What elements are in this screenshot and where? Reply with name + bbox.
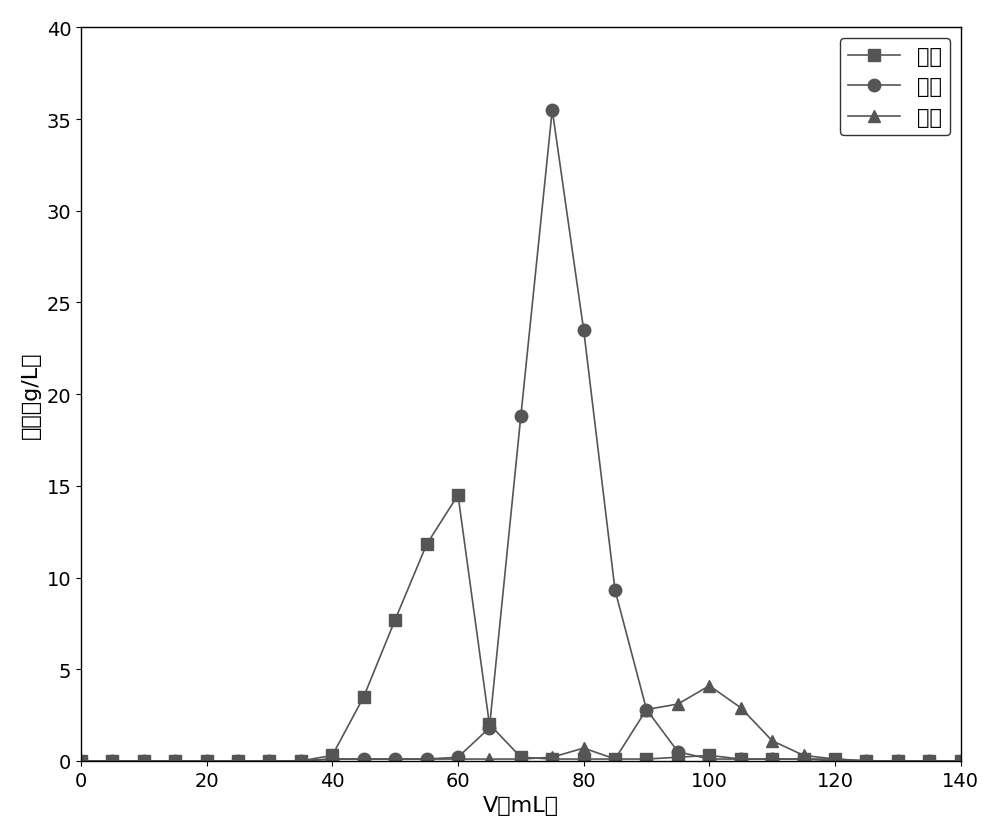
乙酸	[515, 754, 527, 764]
硬酸	[389, 615, 401, 625]
木糖	[452, 752, 464, 762]
木糖	[483, 723, 495, 733]
乙酸	[892, 756, 904, 766]
乙酸	[672, 699, 684, 709]
木糖	[798, 754, 810, 764]
乙酸	[860, 756, 872, 766]
硬酸	[201, 756, 213, 766]
乙酸	[358, 754, 370, 764]
硬酸	[672, 752, 684, 762]
乙酸	[295, 756, 307, 766]
硬酸	[169, 756, 181, 766]
硬酸	[295, 756, 307, 766]
乙酸	[75, 756, 87, 766]
Line: 乙酸: 乙酸	[75, 681, 966, 767]
乙酸	[798, 751, 810, 761]
硬酸	[326, 751, 338, 761]
木糖	[75, 756, 87, 766]
木糖	[138, 756, 150, 766]
乙酸	[452, 754, 464, 764]
乙酸	[609, 754, 621, 764]
硬酸	[546, 754, 558, 764]
木糖	[169, 756, 181, 766]
乙酸	[829, 754, 841, 764]
木糖	[640, 705, 652, 715]
木糖	[358, 754, 370, 764]
硬酸	[860, 756, 872, 766]
木糖	[421, 754, 433, 764]
乙酸	[326, 754, 338, 764]
硬酸	[923, 756, 935, 766]
木糖	[515, 411, 527, 421]
Line: 硬酸: 硬酸	[75, 490, 966, 767]
硬酸	[640, 754, 652, 764]
硬酸	[358, 692, 370, 702]
木糖	[263, 756, 275, 766]
硬酸	[106, 756, 118, 766]
木糖	[201, 756, 213, 766]
硬酸	[892, 756, 904, 766]
硬酸	[578, 754, 590, 764]
木糖	[923, 756, 935, 766]
木糖	[546, 105, 558, 115]
乙酸	[483, 754, 495, 764]
硬酸	[263, 756, 275, 766]
木糖	[295, 756, 307, 766]
硬酸	[798, 754, 810, 764]
Y-axis label: 浓度（g/L）: 浓度（g/L）	[21, 351, 41, 438]
乙酸	[389, 754, 401, 764]
木糖	[326, 754, 338, 764]
Legend: 硬酸, 木糖, 乙酸: 硬酸, 木糖, 乙酸	[840, 38, 950, 136]
乙酸	[578, 743, 590, 753]
乙酸	[138, 756, 150, 766]
乙酸	[735, 703, 747, 713]
硬酸	[483, 719, 495, 729]
木糖	[232, 756, 244, 766]
硬酸	[138, 756, 150, 766]
木糖	[766, 754, 778, 764]
硬酸	[955, 756, 967, 766]
硬酸	[232, 756, 244, 766]
木糖	[609, 585, 621, 595]
硬酸	[75, 756, 87, 766]
硬酸	[829, 754, 841, 764]
木糖	[860, 756, 872, 766]
硬酸	[515, 752, 527, 762]
木糖	[955, 756, 967, 766]
木糖	[672, 747, 684, 757]
乙酸	[923, 756, 935, 766]
木糖	[829, 756, 841, 766]
硬酸	[735, 754, 747, 764]
乙酸	[106, 756, 118, 766]
木糖	[578, 325, 590, 335]
木糖	[892, 756, 904, 766]
硬酸	[421, 540, 433, 550]
乙酸	[955, 756, 967, 766]
乙酸	[703, 681, 715, 691]
X-axis label: V（mL）: V（mL）	[483, 795, 559, 815]
木糖	[106, 756, 118, 766]
Line: 木糖: 木糖	[75, 104, 967, 767]
木糖	[735, 754, 747, 764]
乙酸	[263, 756, 275, 766]
木糖	[703, 754, 715, 764]
木糖	[389, 754, 401, 764]
硬酸	[452, 491, 464, 501]
硬酸	[703, 751, 715, 761]
乙酸	[640, 705, 652, 715]
乙酸	[766, 736, 778, 746]
乙酸	[169, 756, 181, 766]
乙酸	[232, 756, 244, 766]
乙酸	[546, 752, 558, 762]
硬酸	[766, 754, 778, 764]
乙酸	[421, 754, 433, 764]
乙酸	[201, 756, 213, 766]
硬酸	[609, 754, 621, 764]
